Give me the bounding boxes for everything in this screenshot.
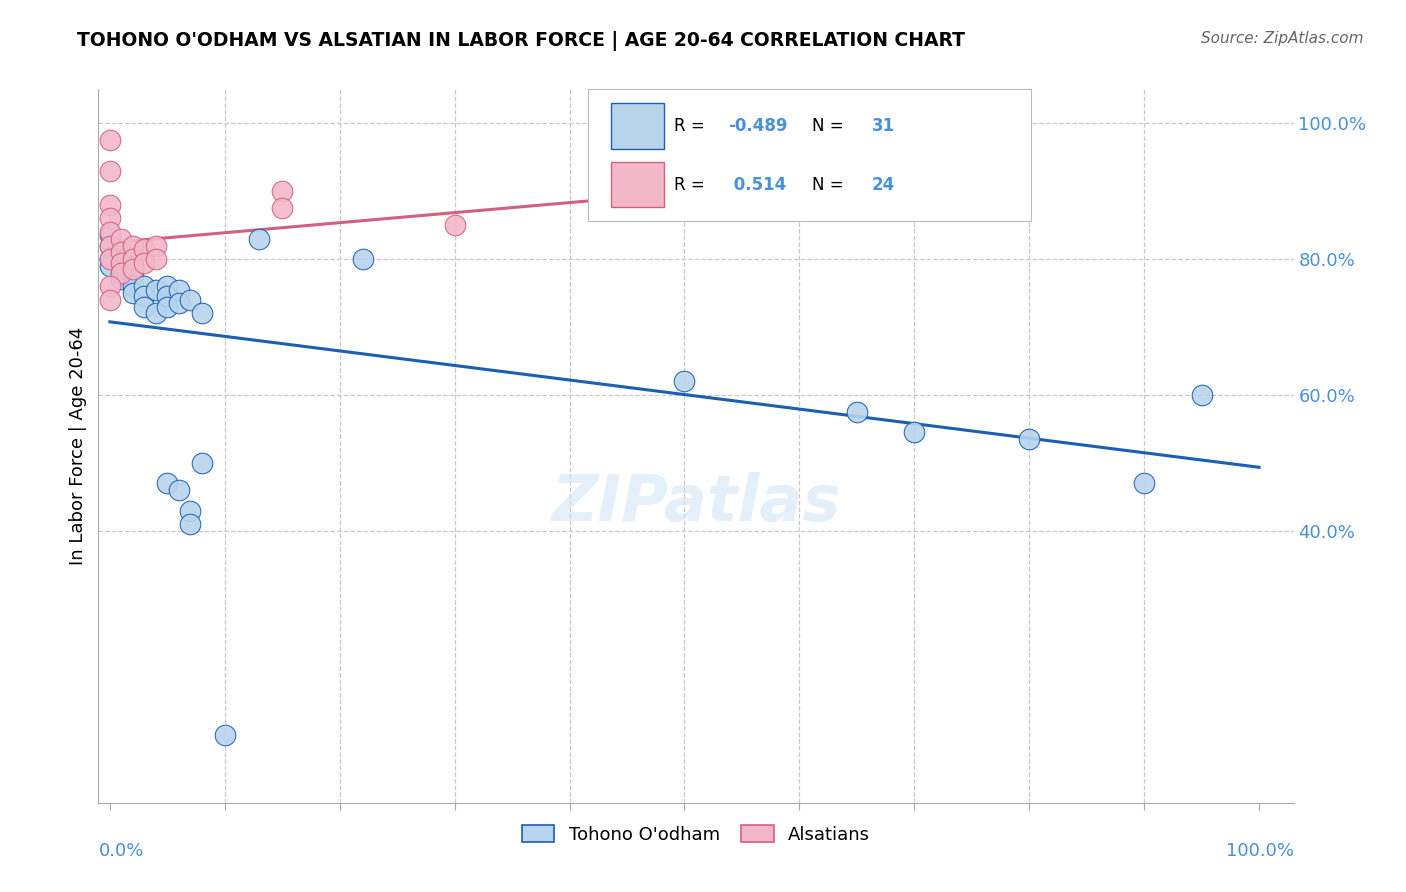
Point — [122, 252, 145, 266]
Point — [110, 232, 132, 246]
Point — [179, 517, 201, 532]
Text: N =: N = — [811, 117, 849, 135]
Point — [98, 252, 121, 266]
Point — [134, 300, 156, 314]
Point — [134, 279, 156, 293]
Point — [122, 262, 145, 277]
Point — [122, 238, 145, 252]
Text: R =: R = — [675, 117, 710, 135]
Point — [903, 425, 925, 440]
Point — [352, 252, 374, 266]
Point — [134, 289, 156, 303]
Point — [110, 266, 132, 280]
Point — [156, 476, 179, 491]
FancyBboxPatch shape — [589, 89, 1031, 221]
Point — [122, 269, 145, 284]
Point — [145, 252, 167, 266]
Point — [145, 306, 167, 320]
Text: Source: ZipAtlas.com: Source: ZipAtlas.com — [1201, 31, 1364, 46]
Point — [156, 289, 179, 303]
Text: 100.0%: 100.0% — [1226, 842, 1294, 860]
Point — [443, 218, 465, 232]
Point — [156, 300, 179, 314]
Point — [98, 279, 121, 293]
Text: R =: R = — [675, 176, 710, 194]
Point — [167, 283, 190, 297]
Point — [98, 259, 121, 273]
Point — [167, 296, 190, 310]
Point — [110, 272, 132, 286]
Point — [110, 255, 132, 269]
Text: 0.514: 0.514 — [728, 176, 786, 194]
Point — [271, 184, 294, 198]
Point — [98, 252, 121, 266]
Point — [179, 293, 201, 307]
Point — [1191, 388, 1213, 402]
Point — [214, 728, 236, 742]
Point — [167, 483, 190, 498]
Point — [98, 211, 121, 226]
Point — [271, 201, 294, 215]
Point — [145, 283, 167, 297]
Point — [179, 503, 201, 517]
Text: TOHONO O'ODHAM VS ALSATIAN IN LABOR FORCE | AGE 20-64 CORRELATION CHART: TOHONO O'ODHAM VS ALSATIAN IN LABOR FORC… — [77, 31, 966, 51]
Text: -0.489: -0.489 — [728, 117, 787, 135]
FancyBboxPatch shape — [612, 103, 664, 149]
Point — [98, 238, 121, 252]
Point — [110, 255, 132, 269]
Text: 24: 24 — [872, 176, 894, 194]
Point — [1018, 432, 1040, 446]
Point — [145, 238, 167, 252]
Point — [134, 242, 156, 256]
Point — [122, 286, 145, 301]
Point — [98, 225, 121, 239]
Point — [98, 198, 121, 212]
Point — [1133, 476, 1156, 491]
Point — [98, 163, 121, 178]
Legend: Tohono O'odham, Alsatians: Tohono O'odham, Alsatians — [515, 818, 877, 851]
Point — [98, 133, 121, 147]
Point — [134, 255, 156, 269]
Text: N =: N = — [811, 176, 849, 194]
Point — [673, 375, 696, 389]
Point — [110, 266, 132, 280]
Y-axis label: In Labor Force | Age 20-64: In Labor Force | Age 20-64 — [69, 326, 87, 566]
Point — [122, 259, 145, 273]
Point — [191, 456, 214, 470]
Point — [845, 405, 868, 419]
Point — [110, 245, 132, 260]
Text: ZIPatlas: ZIPatlas — [551, 472, 841, 534]
Text: 31: 31 — [872, 117, 894, 135]
Point — [673, 187, 696, 202]
Point — [247, 232, 270, 246]
Text: 0.0%: 0.0% — [98, 842, 143, 860]
Point — [191, 306, 214, 320]
Point — [122, 279, 145, 293]
FancyBboxPatch shape — [612, 161, 664, 208]
Point — [98, 228, 121, 243]
Point — [156, 279, 179, 293]
Point — [98, 238, 121, 252]
Point — [98, 293, 121, 307]
